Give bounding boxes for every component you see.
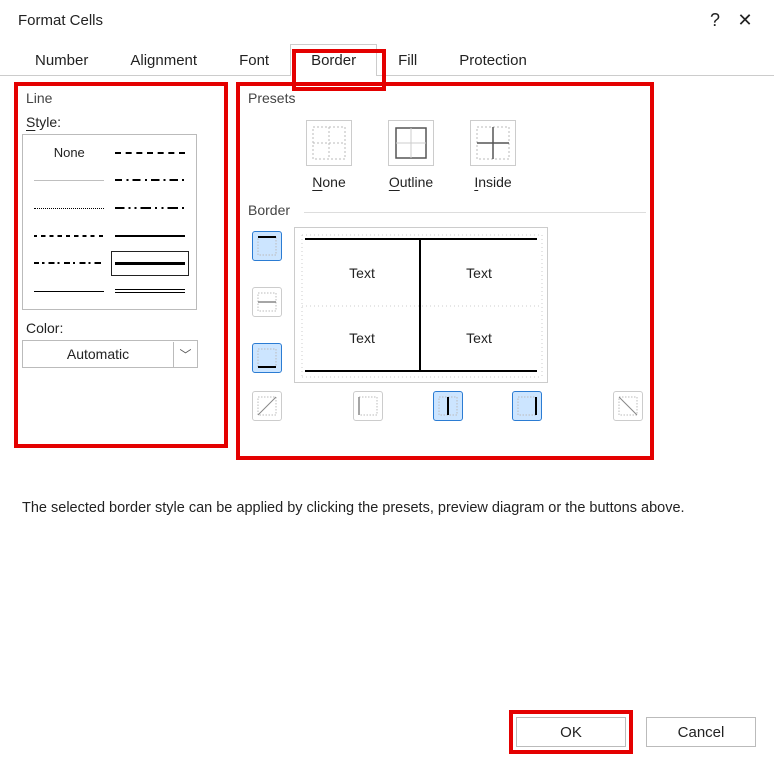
left-border-button[interactable]: [353, 391, 383, 421]
presets-row: None Outline: [244, 112, 646, 190]
preview-cell: Text: [421, 305, 537, 370]
right-border-button[interactable]: [512, 391, 542, 421]
preset-outline: Outline: [388, 120, 434, 190]
line-styles-picker[interactable]: None: [22, 134, 197, 310]
color-value: Automatic: [23, 346, 173, 362]
line-style-10[interactable]: [29, 277, 110, 305]
help-icon[interactable]: ?: [700, 10, 730, 31]
tabstrip: Number Alignment Font Border Fill Protec…: [0, 40, 774, 76]
preset-none-label: None: [312, 174, 345, 190]
line-style-1[interactable]: [110, 139, 191, 167]
close-icon[interactable]: ✕: [730, 10, 760, 31]
hint-text: The selected border style can be applied…: [22, 500, 685, 516]
line-style-3[interactable]: [110, 167, 191, 195]
hmid-border-button[interactable]: [252, 287, 282, 317]
line-group-label: Line: [22, 88, 222, 112]
line-style-11[interactable]: [110, 277, 191, 305]
dialog-footer: OK Cancel: [516, 717, 756, 747]
line-style-7[interactable]: [110, 222, 191, 250]
presets-group-label: Presets: [244, 88, 646, 112]
line-style-none[interactable]: None: [29, 139, 110, 167]
diag-up-border-button[interactable]: [252, 391, 282, 421]
border-preview[interactable]: Text Text Text Text: [294, 227, 548, 383]
titlebar: Format Cells ? ✕: [0, 0, 774, 40]
vmid-border-button[interactable]: [433, 391, 463, 421]
tab-font[interactable]: Font: [218, 44, 290, 76]
border-area: Text Text Text Text: [244, 231, 646, 431]
preview-cell: Text: [305, 240, 421, 305]
preset-none-button[interactable]: [306, 120, 352, 166]
tab-alignment[interactable]: Alignment: [109, 44, 218, 76]
presets-group: Presets None: [244, 88, 646, 431]
top-border-button[interactable]: [252, 231, 282, 261]
dialog-content: Line Style: None Color: Automatic ﹀: [0, 76, 774, 104]
preview-cell: Text: [305, 305, 421, 370]
tab-fill[interactable]: Fill: [377, 44, 438, 76]
preset-outline-label: Outline: [389, 174, 433, 190]
preset-outline-icon: [393, 125, 429, 161]
preview-cell: Text: [421, 240, 537, 305]
line-style-8[interactable]: [29, 250, 110, 278]
preset-outline-button[interactable]: [388, 120, 434, 166]
color-label: Color:: [22, 310, 222, 340]
cancel-button[interactable]: Cancel: [646, 717, 756, 747]
preset-inside-icon: [475, 125, 511, 161]
preset-inside-label: Inside: [474, 174, 511, 190]
preset-none-icon: [311, 125, 347, 161]
line-style-5[interactable]: [110, 194, 191, 222]
tab-protection[interactable]: Protection: [438, 44, 548, 76]
highlight-ok: [509, 710, 633, 754]
style-label: Style:: [22, 112, 222, 134]
chevron-down-icon: ﹀: [173, 342, 197, 367]
line-style-9[interactable]: [110, 250, 191, 278]
line-group: Line Style: None Color: Automatic ﹀: [22, 88, 222, 368]
color-dropdown[interactable]: Automatic ﹀: [22, 340, 198, 368]
line-style-6[interactable]: [29, 222, 110, 250]
line-style-4[interactable]: [29, 194, 110, 222]
line-style-2[interactable]: [29, 167, 110, 195]
diag-down-border-button[interactable]: [613, 391, 643, 421]
tab-border[interactable]: Border: [290, 44, 377, 76]
bottom-border-button[interactable]: [252, 343, 282, 373]
preset-inside: Inside: [470, 120, 516, 190]
window-title: Format Cells: [18, 12, 700, 29]
tab-number[interactable]: Number: [14, 44, 109, 76]
preset-none: None: [306, 120, 352, 190]
preset-inside-button[interactable]: [470, 120, 516, 166]
